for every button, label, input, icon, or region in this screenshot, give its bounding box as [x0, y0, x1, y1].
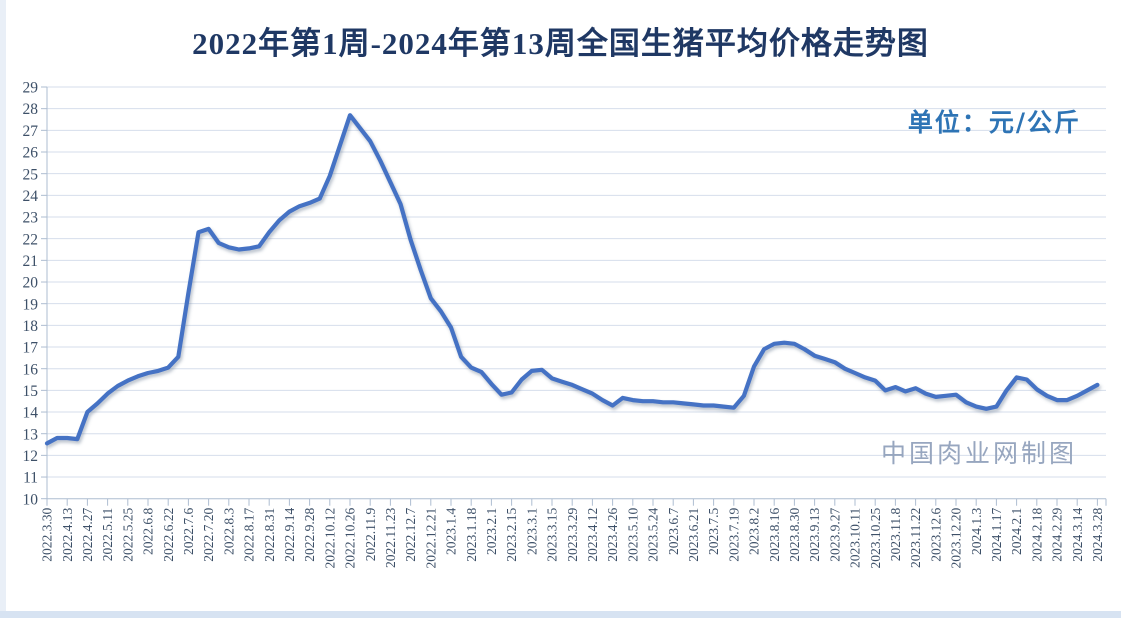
svg-text:2024.3.14: 2024.3.14 — [1070, 507, 1085, 561]
svg-text:23: 23 — [23, 210, 39, 227]
svg-text:2022.11.23: 2022.11.23 — [383, 507, 398, 567]
svg-text:2024.3.28: 2024.3.28 — [1090, 507, 1105, 561]
svg-text:16: 16 — [23, 361, 39, 378]
svg-text:19: 19 — [23, 296, 39, 313]
svg-text:2022.7.20: 2022.7.20 — [201, 507, 216, 561]
svg-text:17: 17 — [23, 340, 39, 357]
svg-text:2023.4.26: 2023.4.26 — [605, 507, 620, 561]
svg-text:2022.8.31: 2022.8.31 — [262, 508, 277, 562]
svg-text:22: 22 — [23, 231, 39, 248]
svg-text:2024.1.3: 2024.1.3 — [969, 507, 984, 555]
svg-text:2023.10.25: 2023.10.25 — [868, 507, 883, 568]
svg-text:15: 15 — [23, 383, 39, 400]
page-edge-left — [0, 0, 6, 618]
watermark-credit: 中国肉业网制图 — [880, 439, 1077, 468]
svg-text:2022.5.25: 2022.5.25 — [120, 507, 135, 561]
svg-text:14: 14 — [23, 405, 39, 422]
svg-text:29: 29 — [23, 80, 39, 97]
svg-text:20: 20 — [23, 275, 39, 292]
svg-text:2023.9.27: 2023.9.27 — [827, 507, 842, 561]
svg-text:2022.10.26: 2022.10.26 — [343, 507, 358, 568]
svg-text:2022.9.14: 2022.9.14 — [282, 507, 297, 561]
svg-text:2022.6.8: 2022.6.8 — [141, 507, 156, 555]
price-line-series — [44, 113, 1100, 446]
svg-text:2022.11.9: 2022.11.9 — [363, 507, 378, 561]
svg-text:2022.5.11: 2022.5.11 — [100, 508, 115, 562]
svg-text:2022.4.27: 2022.4.27 — [80, 507, 95, 561]
svg-text:2022.7.6: 2022.7.6 — [181, 507, 196, 555]
svg-text:2023.8.16: 2023.8.16 — [767, 507, 782, 561]
svg-text:2023.11.8: 2023.11.8 — [888, 507, 903, 561]
svg-text:2023.5.24: 2023.5.24 — [646, 507, 661, 561]
svg-text:25: 25 — [23, 166, 39, 183]
svg-text:2022.12.21: 2022.12.21 — [423, 508, 438, 569]
svg-text:2023.9.13: 2023.9.13 — [807, 507, 822, 561]
svg-text:2023.12.20: 2023.12.20 — [949, 507, 964, 568]
svg-text:2022.8.3: 2022.8.3 — [221, 507, 236, 555]
svg-text:27: 27 — [23, 123, 39, 140]
svg-text:2023.8.2: 2023.8.2 — [747, 508, 762, 555]
svg-text:2022.10.12: 2022.10.12 — [322, 508, 337, 569]
svg-text:2023.3.15: 2023.3.15 — [545, 507, 560, 561]
svg-text:2022.12.7: 2022.12.7 — [403, 507, 418, 561]
svg-text:2023.2.15: 2023.2.15 — [504, 507, 519, 561]
svg-text:2024.2.29: 2024.2.29 — [1050, 507, 1065, 561]
svg-text:2023.3.29: 2023.3.29 — [565, 507, 580, 561]
svg-text:2023.6.7: 2023.6.7 — [666, 507, 681, 555]
svg-text:2022.8.17: 2022.8.17 — [242, 507, 257, 561]
svg-text:2024.2.1: 2024.2.1 — [1009, 508, 1024, 555]
page-edge-bottom — [0, 611, 1121, 618]
svg-text:2023.7.19: 2023.7.19 — [726, 507, 741, 561]
svg-text:2023.11.22: 2023.11.22 — [908, 508, 923, 568]
svg-text:2023.2.1: 2023.2.1 — [484, 508, 499, 555]
svg-text:2022.4.13: 2022.4.13 — [60, 507, 75, 561]
svg-text:18: 18 — [23, 318, 39, 335]
svg-text:11: 11 — [23, 470, 38, 487]
svg-text:26: 26 — [23, 145, 39, 162]
svg-text:10: 10 — [23, 491, 39, 508]
svg-text:2023.4.12: 2023.4.12 — [585, 508, 600, 562]
svg-text:13: 13 — [23, 426, 39, 443]
svg-text:2023.5.10: 2023.5.10 — [625, 507, 640, 561]
svg-text:2024.2.18: 2024.2.18 — [1029, 507, 1044, 561]
svg-text:2023.3.1: 2023.3.1 — [524, 508, 539, 555]
axis-tick-labels: 10 11 12 13 14 15 16 17 18 19 20 21 22 23 24 25 26 27 28 29… — [23, 80, 1105, 569]
svg-text:28: 28 — [23, 101, 39, 118]
svg-text:2022.9.28: 2022.9.28 — [302, 507, 317, 561]
svg-text:12: 12 — [23, 448, 39, 465]
unit-label: 单位：元/公斤 — [907, 108, 1081, 137]
svg-text:2023.12.6: 2023.12.6 — [928, 507, 943, 561]
svg-text:2022.3.30: 2022.3.30 — [40, 507, 55, 561]
svg-text:2023.1.18: 2023.1.18 — [464, 507, 479, 561]
svg-text:24: 24 — [23, 188, 39, 205]
svg-text:2023.1.4: 2023.1.4 — [444, 507, 459, 555]
svg-text:2023.8.30: 2023.8.30 — [787, 507, 802, 561]
svg-text:2024.1.17: 2024.1.17 — [989, 507, 1004, 561]
svg-text:2023.7.5: 2023.7.5 — [706, 507, 721, 555]
svg-text:21: 21 — [23, 253, 39, 270]
svg-text:2023.10.11: 2023.10.11 — [848, 508, 863, 568]
chart-title: 2022年第1周-2024年第13周全国生猪平均价格走势图 — [192, 26, 929, 61]
svg-text:2022.6.22: 2022.6.22 — [161, 508, 176, 562]
svg-text:2023.6.21: 2023.6.21 — [686, 508, 701, 562]
